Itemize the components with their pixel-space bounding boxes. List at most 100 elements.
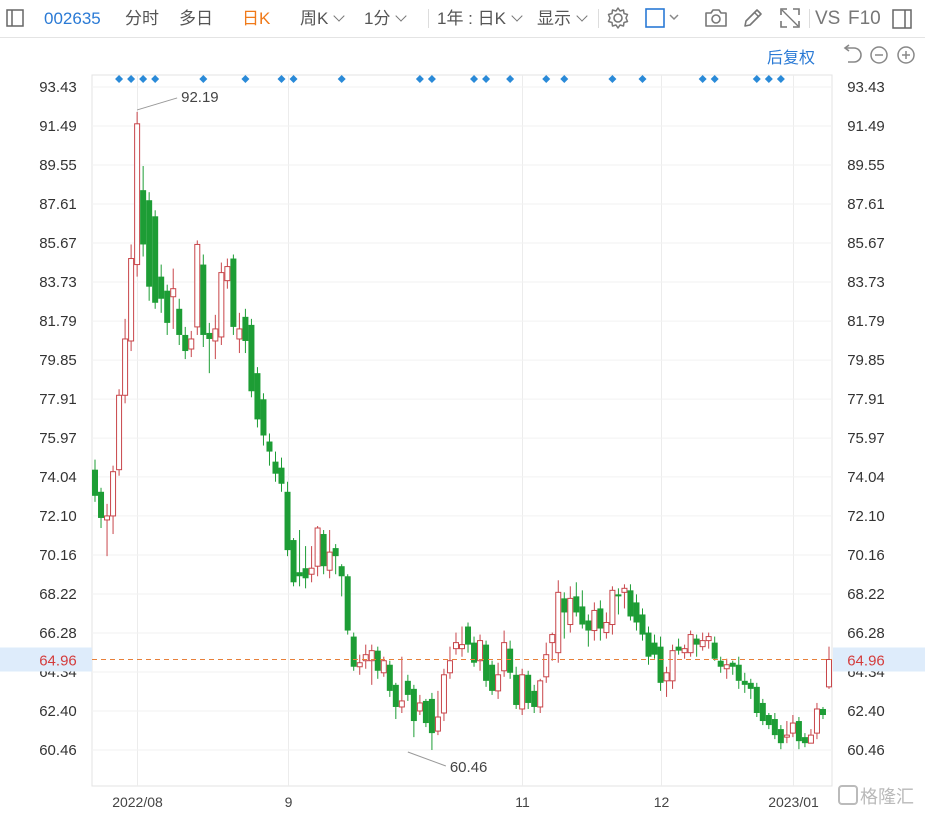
sidebar-icon[interactable] <box>890 7 914 31</box>
candle[interactable] <box>483 640 490 687</box>
candle[interactable] <box>326 530 333 579</box>
candle[interactable] <box>332 544 339 575</box>
candle[interactable] <box>362 644 369 669</box>
candle[interactable] <box>254 367 261 428</box>
event-marker[interactable] <box>638 75 647 83</box>
candle[interactable] <box>170 268 177 329</box>
candle[interactable] <box>104 503 111 557</box>
f10-button[interactable]: F10 <box>848 8 881 29</box>
candle[interactable] <box>146 192 153 301</box>
candle[interactable] <box>735 656 742 689</box>
candle[interactable] <box>771 712 778 740</box>
candlestick-chart[interactable]: 2022/08 9 11 12 2023/01 93.43 93.43 91.49 91.49 8… <box>0 37 925 816</box>
event-marker[interactable] <box>608 75 617 83</box>
event-marker[interactable] <box>415 75 424 83</box>
range-select[interactable]: 1年 : 日K <box>437 0 523 37</box>
event-marker[interactable] <box>698 75 707 83</box>
candle[interactable] <box>807 729 814 744</box>
candle[interactable] <box>645 626 652 665</box>
candle[interactable] <box>741 672 748 693</box>
candle[interactable] <box>621 584 628 609</box>
event-marker[interactable] <box>710 75 719 83</box>
candle[interactable] <box>465 622 472 653</box>
event-marker[interactable] <box>470 75 479 83</box>
candle[interactable] <box>795 717 802 750</box>
candle[interactable] <box>651 634 658 659</box>
candle[interactable] <box>356 654 363 675</box>
candle[interactable] <box>573 582 580 617</box>
candle[interactable] <box>633 594 640 631</box>
candle[interactable] <box>699 632 706 651</box>
candle[interactable] <box>200 254 207 348</box>
candle[interactable] <box>729 660 736 675</box>
candle[interactable] <box>206 322 213 374</box>
candle[interactable] <box>296 530 303 587</box>
candle[interactable] <box>537 678 544 713</box>
candle[interactable] <box>681 644 688 659</box>
candle[interactable] <box>182 326 189 360</box>
candle[interactable] <box>579 590 586 629</box>
indicator-box-icon[interactable] <box>643 5 685 31</box>
candle[interactable] <box>519 668 526 716</box>
candle[interactable] <box>759 698 766 726</box>
candle[interactable] <box>134 111 141 277</box>
candle[interactable] <box>218 262 225 346</box>
candle[interactable] <box>350 632 357 671</box>
candle[interactable] <box>188 330 195 358</box>
candle[interactable] <box>471 636 478 667</box>
candle[interactable] <box>302 546 309 589</box>
vs-button[interactable]: VS <box>815 8 841 29</box>
candle[interactable] <box>290 538 297 587</box>
fullscreen-icon[interactable] <box>777 5 803 31</box>
tab-daily-k[interactable]: 日K <box>242 9 271 28</box>
candle[interactable] <box>603 612 610 639</box>
zoom-in-icon[interactable] <box>897 46 915 64</box>
candle[interactable] <box>416 694 423 716</box>
candle[interactable] <box>711 636 718 661</box>
adjust-mode-link[interactable]: 后复权 <box>767 50 816 67</box>
candle[interactable] <box>477 634 484 671</box>
candle[interactable] <box>278 457 285 492</box>
candle[interactable] <box>693 634 700 657</box>
settings-gear-icon[interactable] <box>605 5 631 31</box>
candle[interactable] <box>344 574 351 635</box>
event-marker[interactable] <box>289 75 298 83</box>
candle[interactable] <box>140 166 147 257</box>
candle[interactable] <box>422 698 429 728</box>
candle[interactable] <box>663 666 670 697</box>
candle[interactable] <box>266 433 273 466</box>
event-marker[interactable] <box>127 75 136 83</box>
event-marker[interactable] <box>776 75 785 83</box>
candle[interactable] <box>314 525 321 577</box>
event-marker[interactable] <box>427 75 436 83</box>
candle[interactable] <box>434 690 441 736</box>
event-marker[interactable] <box>241 75 250 83</box>
candle[interactable] <box>783 721 790 744</box>
candle[interactable] <box>657 636 664 691</box>
candle[interactable] <box>398 656 405 713</box>
candle[interactable] <box>380 656 387 677</box>
event-marker[interactable] <box>506 75 515 83</box>
candle[interactable] <box>368 644 375 685</box>
candle[interactable] <box>819 706 826 720</box>
candle[interactable] <box>236 312 243 354</box>
camera-icon[interactable] <box>703 5 729 31</box>
candle[interactable] <box>308 546 315 583</box>
candle[interactable] <box>687 630 694 657</box>
tab-multi-day[interactable]: 多日 <box>179 9 213 28</box>
candle[interactable] <box>747 678 754 699</box>
candle[interactable] <box>627 584 634 621</box>
candle[interactable] <box>705 632 712 649</box>
candle[interactable] <box>440 668 447 722</box>
candle[interactable] <box>567 586 574 633</box>
candle[interactable] <box>801 733 808 748</box>
candle[interactable] <box>176 298 183 346</box>
candle[interactable] <box>194 240 201 335</box>
candle[interactable] <box>122 318 129 404</box>
panel-toggle-icon[interactable] <box>4 7 26 29</box>
candle[interactable] <box>158 264 165 313</box>
candle[interactable] <box>452 632 459 655</box>
candle[interactable] <box>753 682 760 718</box>
tab-minute[interactable]: 1分 <box>364 0 408 37</box>
candle[interactable] <box>765 712 772 730</box>
